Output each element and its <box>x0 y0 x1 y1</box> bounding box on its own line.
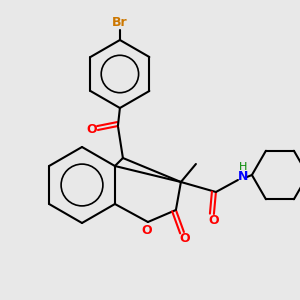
Text: O: O <box>142 224 152 236</box>
Text: H: H <box>239 162 247 172</box>
Text: O: O <box>180 232 190 244</box>
Text: O: O <box>87 124 97 136</box>
Text: Br: Br <box>112 16 128 29</box>
Text: O: O <box>208 214 219 226</box>
Text: N: N <box>238 170 248 184</box>
